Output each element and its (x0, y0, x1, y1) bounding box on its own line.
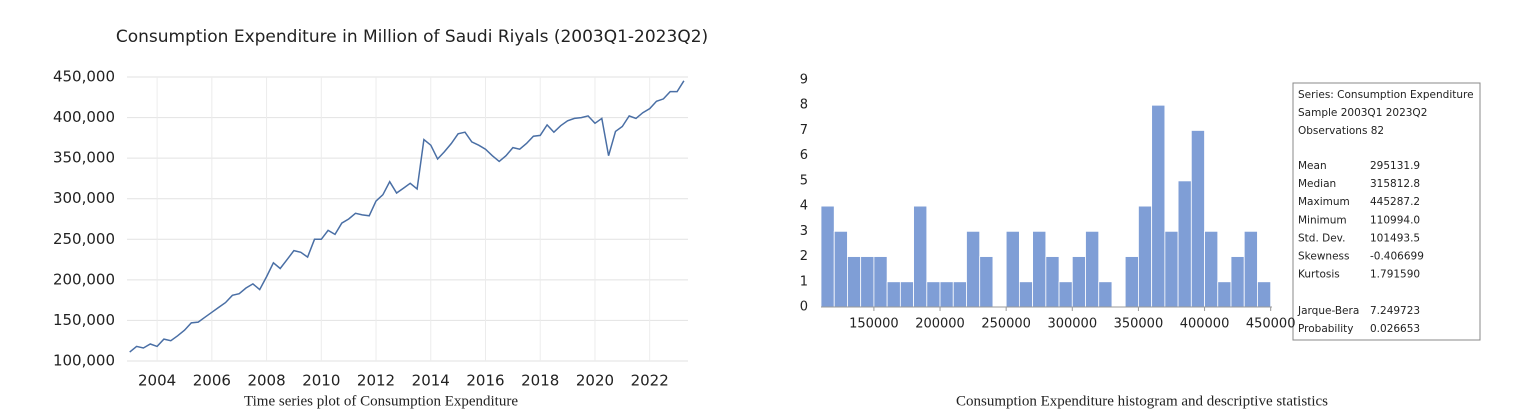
bar (1204, 230, 1219, 308)
x-tick-label: 2004 (138, 372, 176, 390)
y-tick-label: 3 (800, 224, 808, 239)
bar (979, 256, 994, 308)
bar (886, 281, 901, 308)
stats-value: 445287.2 (1370, 196, 1420, 208)
bar (939, 281, 954, 308)
stats-value: 1.791590 (1370, 269, 1420, 281)
y-tick-label: 400,000 (53, 108, 115, 126)
stats-label: Kurtosis (1298, 269, 1340, 281)
y-tick-label: 6 (800, 148, 808, 163)
x-tick-label: 200000 (915, 317, 965, 332)
x-tick-label: 2014 (412, 372, 450, 390)
bar (1124, 256, 1139, 308)
bar (1138, 205, 1153, 308)
bar (966, 230, 981, 308)
x-tick-label: 2018 (521, 372, 559, 390)
x-tick-label: 2008 (247, 372, 285, 390)
x-tick-label: 2012 (357, 372, 395, 390)
y-tick-label: 200,000 (53, 270, 115, 288)
stats-value: -0.406699 (1370, 251, 1424, 263)
bar (833, 230, 848, 308)
x-tick-label: 2022 (631, 372, 669, 390)
y-tick-label: 7 (800, 123, 808, 138)
y-tick-label: 2 (800, 249, 808, 264)
y-tick-label: 450,000 (53, 68, 115, 86)
y-tick-label: 350,000 (53, 149, 115, 167)
bar (820, 205, 835, 308)
caption: Consumption Expenditure histogram and de… (956, 393, 1328, 409)
y-tick-label: 250,000 (53, 230, 115, 248)
x-tick-label: 2016 (466, 372, 504, 390)
stats-header: Series: Consumption Expenditure (1298, 89, 1474, 101)
bar (926, 281, 941, 308)
bar (1018, 281, 1034, 308)
x-tick-label: 2020 (576, 372, 614, 390)
x-tick-label: 450000 (1246, 317, 1296, 332)
bar (1098, 281, 1113, 308)
y-tick-label: 150,000 (53, 311, 115, 329)
y-tick-label: 0 (800, 300, 808, 315)
y-tick-label: 8 (800, 98, 808, 113)
caption: Time series plot of Consumption Expendit… (244, 393, 518, 409)
bar (1005, 230, 1020, 308)
bar (952, 281, 967, 308)
bar (1045, 256, 1060, 308)
bar (1164, 230, 1179, 308)
stats-label: Std. Dev. (1298, 232, 1345, 244)
x-tick-label: 250000 (981, 317, 1031, 332)
x-tick-label: 150000 (849, 317, 899, 332)
chart-title: Consumption Expenditure in Million of Sa… (116, 27, 708, 47)
bar (913, 205, 928, 308)
series-line (129, 80, 685, 353)
bar (1151, 104, 1166, 308)
bar (1071, 256, 1086, 308)
x-tick-label: 300000 (1047, 317, 1097, 332)
stats-label: Probability (1298, 323, 1354, 335)
bar (1032, 230, 1047, 308)
stats-value: 101493.5 (1370, 232, 1420, 244)
stats-box (1292, 82, 1481, 341)
stats-header: Observations 82 (1298, 125, 1384, 137)
y-tick-label: 5 (800, 173, 808, 188)
bar (873, 256, 888, 308)
x-tick-label: 350000 (1114, 317, 1164, 332)
stats-value: 110994.0 (1370, 214, 1420, 226)
stats-value: 315812.8 (1370, 178, 1420, 190)
stats-value: 7.249723 (1370, 305, 1420, 317)
stats-value: 0.026653 (1370, 323, 1420, 335)
bar (1257, 281, 1272, 308)
bar (1230, 256, 1245, 308)
bar (1085, 230, 1100, 308)
x-tick-label: 2006 (193, 372, 231, 390)
x-tick-label: 2010 (302, 372, 340, 390)
x-tick-label: 400000 (1180, 317, 1230, 332)
bar (1217, 281, 1232, 308)
y-tick-label: 300,000 (53, 189, 115, 207)
y-tick-label: 9 (800, 73, 808, 88)
y-tick-label: 100,000 (53, 352, 115, 370)
stats-label: Maximum (1298, 196, 1350, 208)
stats-label: Skewness (1298, 251, 1349, 263)
y-tick-label: 1 (800, 274, 808, 289)
stats-label: Mean (1298, 160, 1327, 172)
bar (1058, 281, 1073, 308)
stats-label: Minimum (1298, 214, 1347, 226)
bar (899, 281, 914, 308)
stats-label: Jarque-Bera (1297, 305, 1359, 317)
y-tick-label: 4 (800, 199, 808, 214)
bar (1177, 180, 1192, 308)
stats-value: 295131.9 (1370, 160, 1420, 172)
bar (1190, 130, 1205, 308)
bar (1243, 230, 1258, 308)
stats-header: Sample 2003Q1 2023Q2 (1298, 107, 1427, 119)
bar (847, 256, 862, 308)
stats-label: Median (1298, 178, 1336, 190)
bar (860, 256, 875, 308)
